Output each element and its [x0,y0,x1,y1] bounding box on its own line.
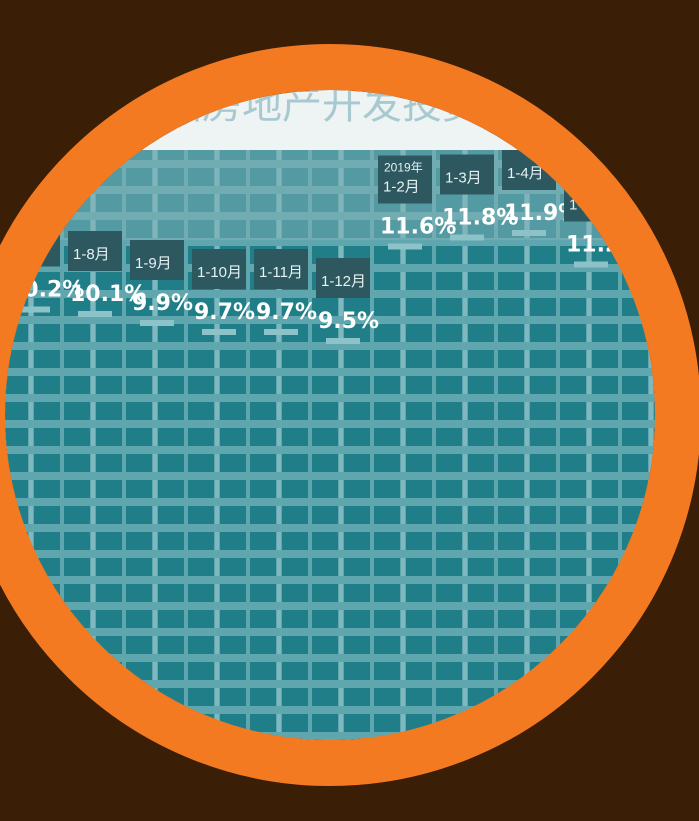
period-label: 1-2月 [383,179,420,196]
period-label: 1-8月 [73,246,110,263]
value-label: 10.1% [70,282,146,307]
period-box [68,231,122,271]
year-label: 2019年 [384,161,423,175]
period-box [254,249,308,289]
bar-marker [16,306,50,313]
value-label: 11.8% [442,206,518,231]
bar-marker [450,234,484,241]
period-label: 1-10月 [197,264,242,281]
period-box [316,258,370,298]
period-box [378,155,432,204]
bar-marker [388,243,422,250]
period-label: 1-3月 [445,170,482,187]
value-label: 9.5% [318,309,379,334]
bar-marker [264,329,298,335]
bar-marker [202,329,236,335]
orange-ring [0,44,699,786]
period-box [192,249,246,289]
period-label: 1-9月 [135,255,172,272]
period-label: 1-12月 [321,273,366,290]
bar-marker [574,261,608,268]
period-label: 1-4月 [507,165,544,182]
value-label: 9.7% [194,300,255,325]
period-box [130,240,184,280]
period-label: 1-11月 [259,264,303,281]
value-label: 9.9% [132,291,193,316]
value-label: 11.6% [380,215,456,240]
bar-marker [78,311,112,317]
value-label: 9.7% [256,300,317,325]
bar-marker [326,338,360,344]
bar-marker [140,320,174,326]
bar-marker [512,230,546,236]
period-box [440,154,494,195]
